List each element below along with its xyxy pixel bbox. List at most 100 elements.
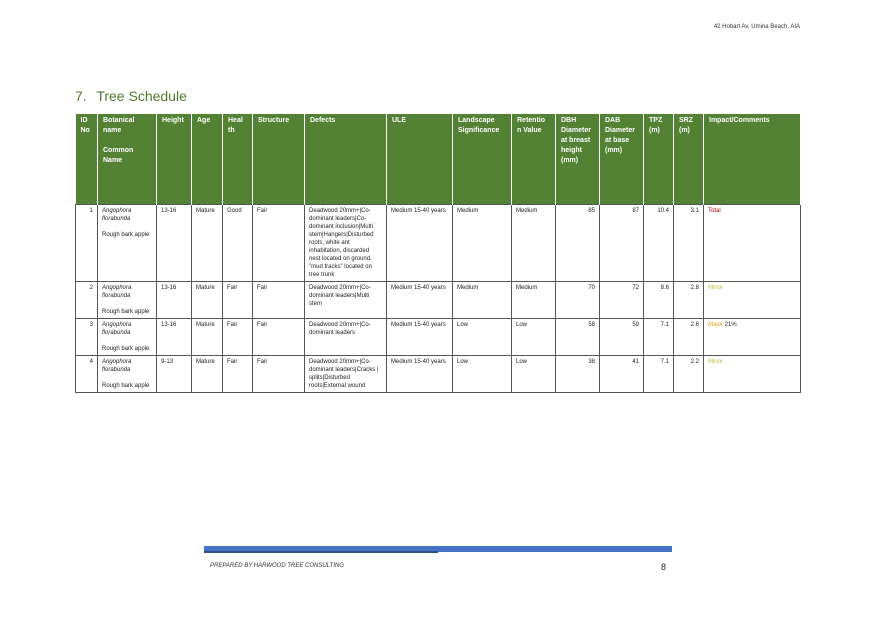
cell-health: Fair [222,318,253,356]
impact-extra: 21% [723,322,737,328]
column-header-line: Landscape [458,117,495,124]
column-header-line [103,136,151,146]
column-header-line: (m) [649,127,660,134]
document-address: 42 Hobart Av, Umina Beach. AIA [713,24,800,30]
cell-impact: Minor [703,281,801,319]
column-header: Defects [304,114,387,205]
botanical-name: Angophora florabunda [102,285,132,299]
cell-age: Mature [191,204,223,282]
cell-ule: Medium 15-40 years [386,281,453,319]
column-header-line: (mm) [605,147,623,154]
common-name: Rough bark apple [102,383,150,389]
cell-name: Angophora florabunda Rough bark apple [97,318,157,356]
cell-srz: 3.1 [673,204,704,282]
column-header-line: (m) [679,127,690,134]
section-title-text: Tree Schedule [96,88,187,104]
column-header-line: Impact/Comments [709,117,770,124]
cell-name: Angophora florabunda Rough bark apple [97,204,157,282]
cell-structure: Fair [252,204,305,282]
cell-tpz: 10.4 [643,204,674,282]
section-number: 7. [75,88,87,104]
cell-structure: Fair [252,281,305,319]
impact-rating: Minor [708,285,724,291]
cell-tpz: 7.1 [643,318,674,356]
cell-retention: Low [511,355,556,393]
column-header: ULE [386,114,453,205]
cell-name: Angophora florabunda Rough bark apple [97,355,157,393]
cell-id: 4 [75,355,98,393]
column-header-line: Structure [258,117,290,124]
tree-schedule-table: ID No Botanical name Common Name Height Age Heal… [75,114,801,393]
column-header-line: ID [80,117,88,124]
common-name: Rough bark apple [102,309,150,315]
column-header: Impact/Comments [703,114,801,205]
cell-defects: Deadwood 20mm+|Co-dominant leaders|Co-do… [304,204,387,282]
cell-structure: Fair [252,355,305,393]
table-row: 4 Angophora florabunda Rough bark apple 9-1… [75,355,801,393]
footer-bar [204,546,672,552]
cell-dbh: 70 [555,281,600,319]
footer-bar-accent [204,551,438,553]
cell-retention: Medium [511,281,556,319]
section-title: 7. Tree Schedule [75,88,187,104]
column-header-line: TPZ [649,117,663,124]
cell-landscape: Low [452,355,512,393]
column-header: DAB Diameter at base (mm) [599,114,644,205]
column-header-line: Diameter [605,127,635,134]
page-number: 8 [661,562,667,572]
impact-rating: Total [708,208,721,214]
cell-height: 9-13 [156,355,192,393]
cell-ule: Medium 15-40 years [386,318,453,356]
column-header-line: at base [605,137,630,144]
column-header-line: Height [162,117,184,124]
cell-landscape: Medium [452,204,512,282]
column-header-line: Defects [310,117,336,124]
column-header: Landscape Significance [452,114,512,205]
impact-rating: Minor [708,359,724,365]
cell-impact: Total [703,204,801,282]
column-header-line: Diameter [561,127,591,134]
cell-srz: 2.8 [673,281,704,319]
cell-age: Mature [191,318,223,356]
botanical-name: Angophora florabunda [102,208,132,222]
column-header: Botanical name Common Name [97,114,157,205]
cell-defects: Deadwood 20mm+|Co-dominant leaders|Multi… [304,281,387,319]
column-header: Structure [252,114,305,205]
column-header: Retentio n Value [511,114,556,205]
cell-dab: 72 [599,281,644,319]
table-row: 1 Angophora florabunda Rough bark apple 13-… [75,204,801,282]
column-header: Age [191,114,223,205]
cell-id: 1 [75,204,98,282]
cell-height: 13-16 [156,281,192,319]
botanical-name: Angophora florabunda [102,359,132,373]
table-header-row: ID No Botanical name Common Name Height Age Heal… [75,114,801,205]
column-header: Height [156,114,192,205]
column-header-line: Age [197,117,211,124]
cell-dab: 59 [599,318,644,356]
column-header-line: No [80,127,90,134]
column-header-line: Significance [458,127,500,134]
column-header: Heal th [222,114,253,205]
cell-health: Good [222,204,253,282]
cell-dbh: 58 [555,318,600,356]
cell-impact: Minor [703,355,801,393]
column-header-line: ULE [392,117,406,124]
cell-structure: Fair [252,318,305,356]
cell-id: 2 [75,281,98,319]
cell-id: 3 [75,318,98,356]
cell-defects: Deadwood 20mm+|Co-dominant leaders [304,318,387,356]
column-header-line: at breast [561,137,591,144]
column-header-line: th [228,127,235,134]
cell-srz: 2.2 [673,355,704,393]
common-name: Rough bark apple [102,346,150,352]
column-header: DBH Diameter at breast height (mm) [555,114,600,205]
column-header: ID No [75,114,98,205]
column-header: SRZ (m) [673,114,704,205]
cell-srz: 2.6 [673,318,704,356]
column-header-line: Common [103,147,134,154]
prepared-by-text: PREPARED BY HARWOOD TREE CONSULTING [210,563,344,569]
cell-dbh: 38 [555,355,600,393]
cell-landscape: Medium [452,281,512,319]
cell-height: 13-16 [156,204,192,282]
column-header-line: DBH [561,117,577,124]
